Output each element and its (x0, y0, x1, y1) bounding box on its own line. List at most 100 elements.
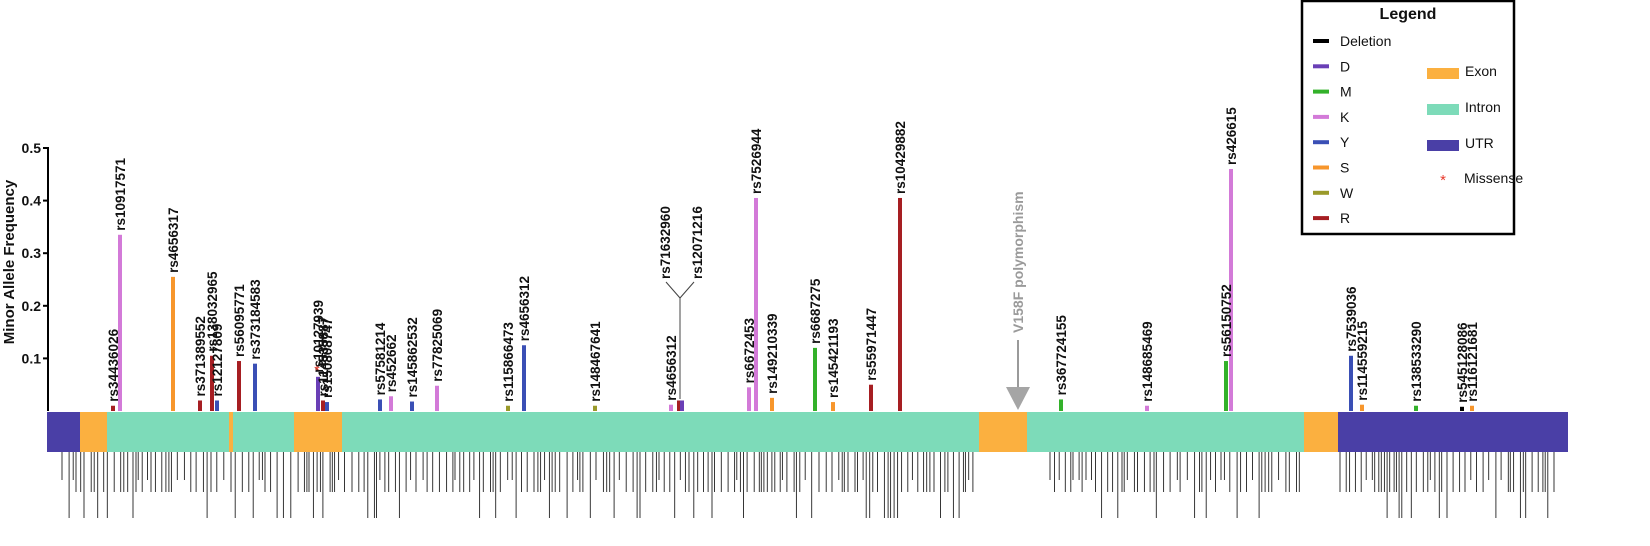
snp-label-rs12071216: rs12071216 (690, 206, 705, 279)
snp-label-rs4656312: rs4656312 (664, 335, 679, 400)
snp-label-rs367724155: rs367724155 (1054, 315, 1069, 396)
snp-label-rs4656312: rs4656312 (517, 276, 532, 341)
legend-label-deletion: Deletion (1340, 33, 1391, 49)
snp-label-rs115866473: rs115866473 (501, 322, 516, 402)
legend-label-d: D (1340, 58, 1350, 74)
split-leader-left (665, 281, 681, 299)
v158f-label: V158F polymorphism (1010, 191, 1026, 333)
y-tick-label: 0.5 (22, 140, 42, 156)
snp-label-rs371389552: rs371389552 (193, 316, 208, 396)
snp-bar-rs4656312 (669, 404, 673, 411)
snp-bar-rs373184583 (253, 363, 257, 411)
legend-label-y: Y (1340, 134, 1350, 150)
snp-label-rs145421193: rs145421193 (826, 318, 841, 398)
snp-label-rs4656317: rs4656317 (166, 208, 181, 273)
snp-label-rs56150752: rs56150752 (1219, 284, 1234, 357)
snp-label-rs10917571: rs10917571 (113, 157, 128, 230)
snp-bar-rs116121681 (1470, 405, 1474, 411)
legend-label-k: K (1340, 109, 1350, 125)
gene-segment-exon (229, 412, 233, 452)
snp-bar-rs452662 (389, 396, 393, 411)
snp-bar-rs34436026 (111, 405, 115, 411)
snp-label-rs71632960: rs71632960 (658, 206, 673, 279)
snp-bar-rs71632960 (677, 400, 681, 411)
v158f-arrow-head (1006, 387, 1030, 410)
legend-label-missense: Missense (1464, 170, 1523, 186)
snp-label-rs373184583: rs373184583 (248, 279, 263, 360)
snp-label-rs7526944: rs7526944 (749, 128, 764, 194)
legend-title: Legend (1380, 6, 1437, 23)
missense-marker: * (314, 362, 320, 378)
snp-bar-rs56150752 (1224, 361, 1228, 411)
legend-label-s: S (1340, 160, 1349, 176)
y-axis-label: Minor Allele Frequency (1, 179, 18, 344)
position-tick-marks (61, 452, 1555, 518)
snp-bar-rs149210339 (770, 397, 774, 411)
legend-label-exon: Exon (1465, 63, 1497, 79)
legend-swatch-deletion (1313, 39, 1329, 43)
legend-swatch-r (1313, 216, 1329, 221)
y-tick-label: 0.1 (22, 350, 42, 366)
split-leader-right (679, 281, 695, 299)
snp-bar-rs56095771 (237, 361, 241, 411)
snp-bar-rs150808747 (325, 402, 329, 411)
snp-label-rs34436026: rs34436026 (106, 328, 121, 401)
legend-swatch-d (1313, 64, 1329, 69)
snp-label-rs10127939: rs10127939 (311, 300, 326, 373)
gene-segment-intron (233, 412, 294, 452)
y-tick-label: 0.4 (22, 193, 42, 209)
gene-segment-exon (80, 412, 107, 452)
legend-swatch-k (1313, 114, 1329, 119)
snp-label-rs56095771: rs56095771 (232, 284, 247, 357)
y-axis: 0.1 0.2 0.3 0.4 0.5 (22, 140, 49, 411)
snp-label-rs145862532: rs145862532 (405, 317, 420, 397)
gene-segment-utr (1338, 412, 1568, 452)
snp-label-rs6672453: rs6672453 (742, 318, 757, 384)
y-tick-label: 0.2 (22, 298, 42, 314)
snp-bar-rs4656312 (522, 345, 526, 411)
legend-swatch-y (1313, 140, 1329, 145)
snp-label-rs138533290: rs138533290 (1409, 321, 1424, 401)
snp-label-rs426615: rs426615 (1224, 107, 1239, 165)
snp-bar-rs12127809 (215, 400, 219, 411)
snp-label-rs138032965: rs138032965 (205, 271, 220, 352)
snp-label-rs149210339: rs149210339 (765, 314, 780, 394)
legend-swatch-s (1313, 165, 1329, 170)
snp-bar-rs367724155 (1059, 399, 1063, 411)
snp-bar-rs55971447 (869, 384, 873, 411)
snp-bar-rs545128086 (1460, 406, 1464, 411)
snp-label-rs55971447: rs55971447 (864, 308, 879, 381)
snp-label-rs12127809: rs12127809 (210, 324, 225, 397)
snp-bar-rs7539036 (1349, 355, 1353, 411)
snp-bar-rs4656317 (171, 276, 175, 411)
snp-label-rs150808747: rs150808747 (320, 318, 335, 398)
snp-bar-rs10429882 (898, 197, 902, 411)
snp-bar-rs148685469 (1145, 405, 1149, 411)
gene-segment-exon (294, 412, 342, 452)
snp-label-rs148467641: rs148467641 (588, 321, 603, 402)
snp-bar-rs12071216 (680, 400, 684, 411)
snp-bar-rs138533290 (1414, 405, 1418, 411)
snp-label-rs7539036: rs7539036 (1344, 286, 1359, 352)
gene-segment-intron (107, 412, 229, 452)
legend-label-m: M (1340, 84, 1352, 100)
snp-label-rs6687275: rs6687275 (808, 278, 823, 344)
snp-label-rs114559215: rs114559215 (1355, 321, 1370, 401)
snp-label-rs77825069: rs77825069 (430, 309, 445, 382)
snp-bar-rs114535887 (321, 400, 325, 411)
legend-missense-marker: * (1440, 172, 1446, 189)
snp-bar-rs6672453 (747, 387, 751, 411)
legend-swatch-exon (1427, 68, 1459, 79)
gene-segment-exon (1304, 412, 1338, 452)
gene-segment-utr (47, 412, 80, 452)
gene-segment-exon (979, 412, 1027, 452)
snp-label-rs114535887: rs114535887 (316, 317, 331, 397)
legend-label-intron: Intron (1465, 99, 1501, 115)
legend-label-w: W (1340, 185, 1354, 201)
snp-label-rs148685469: rs148685469 (1140, 321, 1155, 401)
snp-bar-rs6687275 (813, 347, 817, 411)
snp-label-rs116121681: rs116121681 (1465, 322, 1480, 402)
snp-bar-rs148467641 (593, 405, 597, 411)
legend-label-r: R (1340, 210, 1350, 226)
